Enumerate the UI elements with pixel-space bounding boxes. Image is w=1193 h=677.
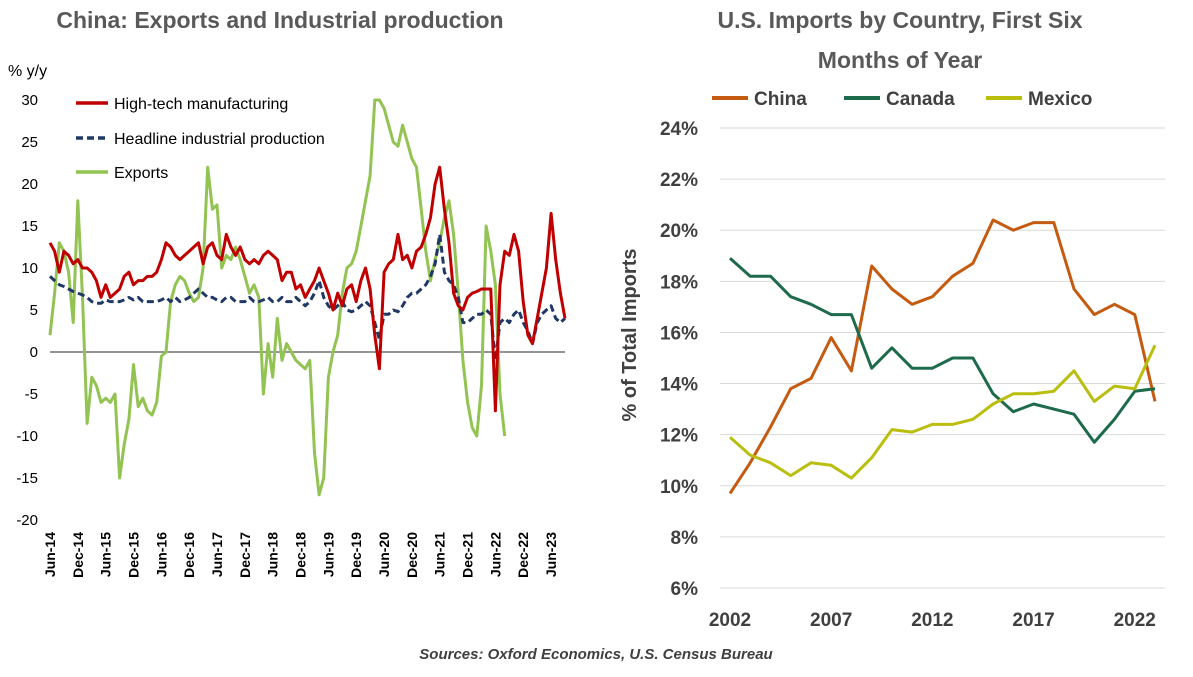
right-x-tick-label: 2007 xyxy=(810,610,852,631)
right-series-line-canada xyxy=(729,257,1156,444)
left-y-tick-label: 5 xyxy=(30,302,38,319)
right-y-ticks: 24% 22% 20% 18% 16% 14% 12% 10% 8% 6% xyxy=(660,119,698,600)
left-series-line-0 xyxy=(48,165,567,413)
right-y-tick-label: 18% xyxy=(660,272,698,293)
right-y-axis-label: % of Total Imports xyxy=(619,249,641,422)
left-x-tick-label: Jun-18 xyxy=(265,532,281,577)
right-series-line-china xyxy=(728,218,1157,495)
left-x-tick-label: Dec-19 xyxy=(348,532,364,578)
left-x-tick-label: Jun-23 xyxy=(543,532,559,577)
left-y-tick-label: 10 xyxy=(21,260,38,277)
left-x-ticks: Jun-14 Dec-14 Jun-15 Dec-15 Jun-16 Dec-16 Jun-… xyxy=(42,532,559,578)
left-y-tick-label: -15 xyxy=(16,470,38,487)
right-chart-title-line2: Months of Year xyxy=(818,47,982,73)
left-y-ticks: 30 25 20 15 10 5 0 -5 -10 -15 -20 xyxy=(16,92,38,529)
right-legend-label: Mexico xyxy=(1028,89,1092,110)
left-y-tick-label: 15 xyxy=(21,218,38,235)
right-y-tick-label: 24% xyxy=(660,119,698,140)
left-chart-china-exports: China: Exports and Industrial production… xyxy=(8,7,567,578)
right-y-tick-label: 6% xyxy=(671,579,699,600)
right-y-tick-label: 10% xyxy=(660,477,698,498)
right-y-tick-label: 22% xyxy=(660,170,698,191)
right-series-lines xyxy=(728,218,1157,495)
left-x-tick-label: Jun-20 xyxy=(376,532,392,577)
left-series-line-1 xyxy=(48,232,567,362)
left-x-tick-label: Dec-18 xyxy=(293,532,309,578)
left-legend-label: Exports xyxy=(114,165,168,182)
left-chart-title: China: Exports and Industrial production xyxy=(56,7,503,33)
left-x-tick-label: Jun-15 xyxy=(98,532,114,577)
right-chart-us-imports: U.S. Imports by Country, First Six Month… xyxy=(619,7,1165,631)
left-legend-label: Headline industrial production xyxy=(114,131,325,148)
left-x-tick-label: Jun-19 xyxy=(320,532,336,577)
right-legend-label: China xyxy=(754,89,807,110)
left-y-tick-label: -20 xyxy=(16,512,38,529)
left-x-tick-label: Jun-22 xyxy=(487,532,503,577)
left-x-tick-label: Jun-16 xyxy=(153,532,169,577)
right-y-tick-label: 14% xyxy=(660,375,698,396)
left-x-tick-label: Dec-16 xyxy=(181,532,197,578)
left-x-tick-label: Dec-22 xyxy=(515,532,531,578)
right-legend: China Canada Mexico xyxy=(712,89,1092,110)
right-x-tick-label: 2012 xyxy=(911,610,953,631)
left-x-tick-label: Dec-15 xyxy=(126,532,142,578)
left-legend-label: High-tech manufacturing xyxy=(114,96,288,113)
left-y-tick-label: 25 xyxy=(21,134,38,151)
right-x-ticks: 2002 2007 2012 2017 2022 xyxy=(709,610,1156,631)
left-x-tick-label: Dec-14 xyxy=(70,532,86,578)
left-y-tick-label: 20 xyxy=(21,176,38,193)
left-x-tick-label: Dec-20 xyxy=(404,532,420,578)
left-x-tick-label: Jun-17 xyxy=(209,532,225,577)
left-y-tick-label: 0 xyxy=(30,344,38,361)
sources-footnote: Sources: Oxford Economics, U.S. Census B… xyxy=(419,646,772,663)
left-legend: High-tech manufacturing Headline industri… xyxy=(76,96,325,182)
right-y-tick-label: 20% xyxy=(660,221,698,242)
right-x-tick-label: 2017 xyxy=(1012,610,1054,631)
left-y-axis-label: % y/y xyxy=(8,63,47,80)
left-series-lines xyxy=(48,98,567,497)
left-y-tick-label: -10 xyxy=(16,428,38,445)
left-series-line-2 xyxy=(48,98,507,497)
left-y-tick-label: 30 xyxy=(21,92,38,109)
right-x-tick-label: 2022 xyxy=(1114,610,1156,631)
left-x-tick-label: Dec-17 xyxy=(237,532,253,578)
left-y-tick-label: -5 xyxy=(25,386,38,403)
left-x-tick-label: Dec-21 xyxy=(460,532,476,578)
right-chart-title-line1: U.S. Imports by Country, First Six xyxy=(717,7,1082,33)
right-gridlines xyxy=(720,127,1165,589)
right-series-line-mexico xyxy=(729,344,1157,480)
right-y-tick-label: 8% xyxy=(671,528,699,549)
left-x-tick-label: Jun-21 xyxy=(432,532,448,577)
right-y-tick-label: 12% xyxy=(660,426,698,447)
right-legend-label: Canada xyxy=(886,89,955,110)
left-x-tick-label: Jun-14 xyxy=(42,532,58,577)
right-x-tick-label: 2002 xyxy=(709,610,751,631)
right-y-tick-label: 16% xyxy=(660,323,698,344)
